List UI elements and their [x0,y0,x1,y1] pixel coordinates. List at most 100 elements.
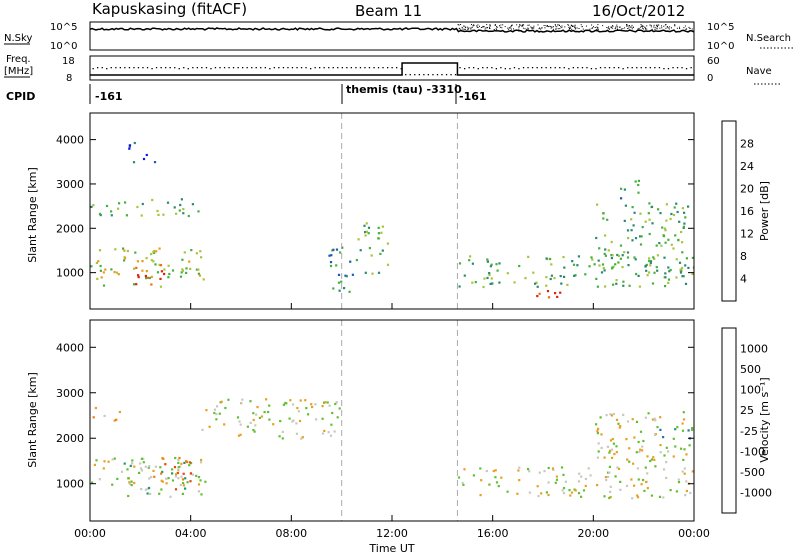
echo-cell [139,462,142,465]
echo-cell [615,445,618,448]
nave-point [133,67,135,69]
nsearch-point [519,24,521,26]
nsearch-point [593,26,594,28]
echo-cell [140,469,144,472]
nsearch-point [465,26,467,28]
echo-cell [174,456,177,460]
echo-cell [652,456,655,459]
nsearch-point [532,27,534,29]
beam-title: Beam 11 [355,2,422,20]
echo-cell [631,206,634,209]
echo-cell [680,230,683,234]
nsearch-point [510,25,512,27]
echo-cell [637,478,640,481]
echo-cell [545,276,548,279]
nsearch-trace [457,24,695,30]
echo-cell [188,464,191,467]
echo-cell [255,413,258,416]
echo-cell [545,257,548,260]
nave-point [663,68,665,70]
nsearch-point [631,24,633,26]
echo-cell [171,472,174,475]
nsearch-point [627,28,629,29]
echo-cell [124,201,127,204]
colorbar-tick-label: 4 [740,273,747,286]
echo-cell [120,470,124,473]
echo-cell [634,258,637,261]
nave-point [205,67,208,69]
echo-cell [208,425,211,428]
xtick-label: 20:00 [577,527,609,540]
nsearch-point [643,28,645,30]
echo-cell [239,433,242,436]
echo-cell [147,466,150,469]
power-panel: 1000 2000 3000 4000 Slant Range [km] 4 8 12 16… [26,112,771,310]
echo-cell [144,465,147,468]
echo-cell [655,244,658,247]
echo-cell [650,205,654,208]
echo-cell [683,211,686,214]
echo-cell [563,266,566,269]
echo-cell [90,205,93,208]
echo-cell [340,280,343,283]
echo-cell [599,416,602,419]
nsearch-point [523,24,525,26]
echo-cell [110,214,113,217]
nave-point [482,67,484,69]
echo-cell [622,284,625,287]
echo-cell [683,472,686,475]
echo-cell [615,451,618,454]
echo-cell [93,463,96,466]
echo-cell [662,436,665,439]
echo-cell [500,476,503,479]
echo-cell [158,247,161,250]
echo-cell [540,492,543,495]
echo-cell [135,283,138,286]
nave-point [377,67,380,69]
echo-cell [613,453,616,456]
echo-cell [595,236,598,240]
echo-cell [681,275,684,278]
echo-cell [623,219,626,222]
nsearch-point [642,25,644,27]
echo-cell [649,264,652,267]
echo-cell [200,493,203,496]
echo-cell [491,282,494,285]
echo-cell [216,405,219,408]
nsearch-point [691,28,693,30]
echo-cell [560,282,563,285]
nave-point [228,67,230,69]
nsearch-tick-top: 10^5 [707,22,734,33]
echo-cell [102,467,105,470]
ytick-label: 3000 [56,387,84,400]
echo-cell [590,256,593,259]
nsearch-point [482,26,484,28]
echo-cell [603,252,606,255]
echo-cell [549,277,552,281]
echo-cell [136,260,139,263]
echo-cell [588,265,591,268]
nsearch-point [460,24,462,25]
colorbar-tick-label: -100 [740,445,765,458]
echo-cell [617,254,621,258]
echo-cell [365,222,368,225]
echo-cell [617,422,620,425]
echo-cell [604,285,607,288]
echo-cell [142,157,146,161]
nave-point [242,67,244,69]
echo-cell [596,285,599,288]
nave-point [599,67,602,69]
echo-cell [681,241,684,244]
echo-cell [630,229,633,232]
echo-cell [139,467,143,470]
nsearch-point [589,28,591,30]
echo-cell [140,457,143,460]
echo-cell [604,476,607,479]
echo-cell [204,480,207,483]
nave-point [541,67,543,69]
echo-cell [687,266,690,269]
echo-cell [159,277,162,280]
echo-cell [554,481,557,484]
nave-point [341,67,343,69]
colorbar-tick-label: -500 [740,466,765,479]
